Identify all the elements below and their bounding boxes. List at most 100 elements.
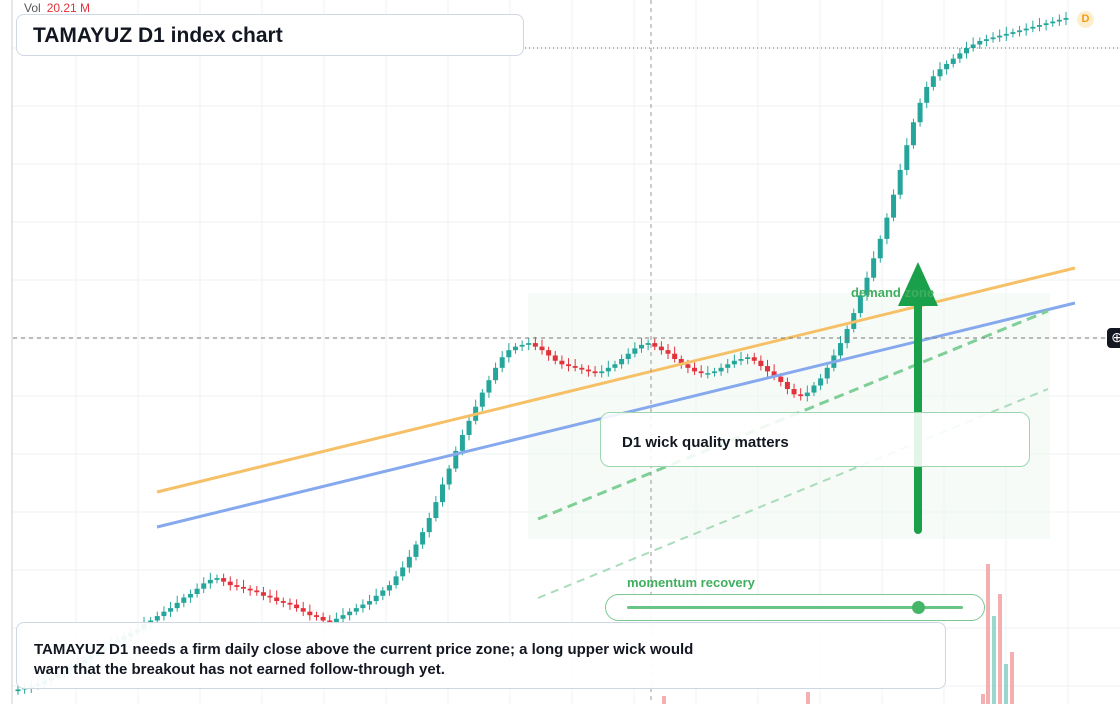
candle-body: [970, 44, 976, 49]
candle-body: [340, 615, 346, 619]
candle-body: [645, 343, 651, 345]
candle-body: [1050, 21, 1056, 24]
candle-body: [678, 359, 684, 365]
commentary-box: TAMAYUZ D1 needs a firm daily close abov…: [16, 622, 946, 689]
wick-quality-text: D1 wick quality matters: [622, 434, 789, 451]
wick-quality-callout: D1 wick quality matters: [600, 412, 1030, 467]
candle-body: [15, 689, 21, 692]
candle-body: [1063, 18, 1069, 20]
candle-body: [300, 608, 306, 612]
candle-body: [161, 611, 167, 617]
candle-body: [274, 597, 280, 602]
momentum-knob[interactable]: [912, 601, 925, 614]
candle-body: [665, 350, 671, 354]
candle-body: [818, 378, 824, 386]
candle-body: [1023, 28, 1029, 31]
volume-bar: [981, 694, 985, 704]
candle-body: [811, 385, 817, 393]
candle-body: [313, 615, 319, 617]
candle-body: [512, 346, 518, 351]
candle-body: [652, 343, 658, 347]
candle-body: [605, 367, 611, 372]
candle-body: [267, 595, 273, 598]
candle-body: [187, 593, 193, 598]
candle-body: [247, 588, 253, 591]
candle-body: [784, 381, 790, 390]
candle-body: [957, 53, 963, 59]
candle-body: [280, 601, 286, 603]
chart-title: TAMAYUZ D1 index chart: [33, 24, 283, 47]
candle-body: [327, 620, 333, 623]
candle-body: [479, 392, 485, 407]
candle-body: [751, 357, 757, 361]
candle-body: [566, 364, 572, 367]
candle-body: [260, 592, 266, 596]
candle-body: [241, 586, 247, 589]
candle-body: [526, 343, 532, 345]
candle-body: [552, 355, 558, 361]
candle-body: [459, 434, 465, 451]
momentum-label: momentum recovery: [627, 575, 755, 590]
candle-body: [1003, 33, 1009, 36]
candle-body: [559, 360, 565, 365]
interval-badge[interactable]: D: [1077, 11, 1094, 28]
candle-body: [433, 502, 439, 519]
candle-body: [380, 590, 386, 596]
candle-body: [207, 579, 213, 584]
candle-body: [227, 581, 233, 586]
momentum-track: [627, 606, 963, 609]
candle-body: [592, 371, 598, 374]
breakout-arrow-head: [898, 262, 938, 306]
candle-body: [201, 583, 207, 589]
candle-body: [585, 369, 591, 372]
candle-body: [990, 37, 996, 40]
channel-lower-dashed: [537, 388, 1049, 599]
candle-body: [619, 359, 625, 365]
candle-body: [771, 371, 777, 377]
candle-body: [420, 532, 426, 545]
candle-body: [612, 364, 618, 368]
candle-body: [1017, 30, 1023, 33]
momentum-slider[interactable]: [605, 594, 985, 621]
candle-body: [546, 350, 552, 356]
candle-body: [532, 343, 538, 347]
candle-body: [413, 544, 419, 557]
candle-body: [499, 357, 505, 368]
volume-bar: [992, 616, 996, 704]
volume-bar: [1010, 652, 1014, 704]
volume-bar: [986, 564, 990, 704]
candle-body: [824, 367, 830, 379]
candle-body: [168, 608, 174, 612]
candle-body: [638, 344, 644, 349]
candle-body: [937, 69, 943, 77]
chart-title-box: TAMAYUZ D1 index chart: [16, 14, 524, 56]
candle-body: [844, 328, 850, 344]
crosshair-plus-icon[interactable]: ⊕: [1107, 328, 1120, 348]
candle-body: [910, 122, 916, 146]
candle-body: [917, 102, 923, 123]
candle-body: [466, 420, 472, 435]
candle-body: [738, 359, 744, 361]
candle-body: [765, 366, 771, 372]
candle-body: [486, 380, 492, 393]
volume-bar: [662, 696, 666, 704]
candle-body: [1043, 23, 1049, 26]
candle-body: [406, 556, 412, 568]
candle-body: [798, 394, 804, 397]
candle-body: [977, 40, 983, 45]
candle-body: [333, 618, 339, 623]
candle-body: [307, 611, 313, 616]
volume-bar: [806, 692, 810, 704]
candle-body: [493, 367, 499, 381]
candle-body: [698, 371, 704, 374]
candle-body: [373, 595, 379, 602]
volume-bar: [998, 594, 1002, 704]
candle-body: [745, 357, 751, 359]
candle-body: [944, 63, 950, 70]
candle-body: [632, 348, 638, 354]
candle-body: [672, 353, 678, 359]
candle-body: [791, 389, 797, 395]
candle-body: [857, 295, 863, 314]
candle-body: [983, 39, 989, 41]
